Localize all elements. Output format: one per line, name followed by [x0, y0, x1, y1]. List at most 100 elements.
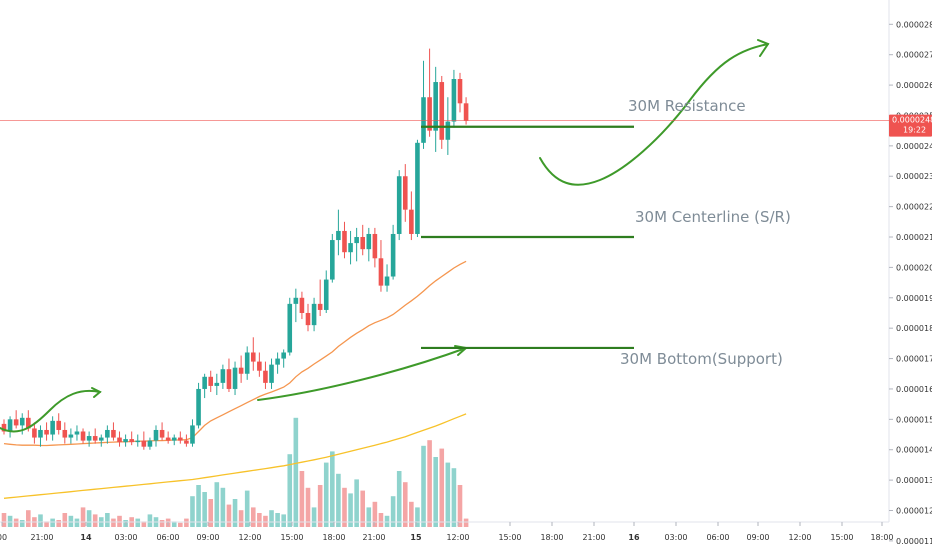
- price-tag-countdown: 19:22: [903, 126, 926, 135]
- candle-body: [348, 243, 353, 253]
- candle-body: [92, 436, 98, 441]
- candle-body: [105, 429, 110, 438]
- candle-body: [50, 420, 55, 435]
- volume-bar: [330, 451, 335, 527]
- candle-body: [13, 419, 19, 426]
- candle-body: [238, 367, 244, 374]
- candle-body: [147, 440, 153, 447]
- moving-averages: [3, 260, 467, 499]
- candle-body: [409, 209, 414, 234]
- candle-body: [342, 230, 347, 253]
- candle-body: [323, 279, 329, 310]
- projected-up-arrow-head: [757, 39, 770, 57]
- volume-bar: [378, 513, 384, 527]
- time-tick-label: 21:00: [362, 533, 385, 542]
- volume-bar: [293, 417, 299, 527]
- price-tick-label: 0.00001400: [896, 446, 932, 455]
- candle-body: [336, 230, 341, 241]
- candle-body: [360, 237, 366, 250]
- candle-body: [354, 237, 359, 244]
- candle-body: [317, 303, 323, 310]
- price-tick-label: 0.00002300: [896, 172, 932, 181]
- candle-body: [153, 429, 159, 441]
- price-tick-label: 0.00001600: [896, 385, 932, 394]
- price-tick-label: 0.00002600: [896, 81, 932, 90]
- volume-bar: [26, 510, 31, 527]
- candlesticks: [1, 48, 469, 450]
- candle-body: [190, 425, 195, 444]
- candle-body: [457, 79, 463, 104]
- volume-bar: [117, 515, 122, 527]
- volume-bar: [305, 487, 311, 527]
- candle-body: [178, 437, 183, 441]
- candle-body: [86, 436, 92, 441]
- price-axis[interactable]: 0.00001100 0.00001200 0.00001300 0.00001400…: [889, 20, 932, 546]
- small-up-arrow: [0, 390, 101, 433]
- volume-bar: [257, 513, 262, 527]
- candle-body: [372, 233, 378, 259]
- candle-body: [257, 361, 262, 371]
- volume-bar: [62, 513, 68, 527]
- candle-body: [184, 440, 189, 444]
- candle-body: [451, 79, 457, 122]
- volume-bar: [13, 518, 19, 527]
- volume-bar: [80, 507, 86, 527]
- time-tick-label: 00: [0, 533, 7, 542]
- volume-bar: [384, 515, 390, 527]
- price-tick-label: 0.00001900: [896, 294, 932, 303]
- time-tick-label: 15:00: [498, 533, 521, 542]
- volume-bar: [439, 448, 445, 527]
- volume-bar: [336, 473, 341, 527]
- time-tick-label: 16: [628, 533, 640, 542]
- candle-body: [427, 97, 432, 131]
- candle-body: [390, 233, 396, 277]
- volume-bar: [38, 514, 43, 527]
- candle-body: [226, 369, 232, 389]
- volume-bar: [202, 492, 207, 527]
- candle-body: [384, 276, 390, 286]
- candle-body: [299, 297, 305, 313]
- price-tag-value: 0.00002483: [892, 116, 932, 125]
- volume-bar: [56, 520, 62, 527]
- candle-body: [269, 364, 274, 383]
- candle-body: [26, 417, 31, 429]
- candle-body: [141, 440, 147, 447]
- candle-body: [44, 429, 49, 435]
- volume-bar: [281, 514, 286, 527]
- volume-bar: [451, 468, 457, 527]
- time-tick-label: 15:00: [830, 533, 853, 542]
- volume-bar: [184, 518, 189, 527]
- time-axis[interactable]: 00 21:00 14 03:00 06:00 09:00 12:00 15:00 18:00 2…: [0, 522, 894, 542]
- candle-body: [111, 429, 116, 438]
- volume-bar: [19, 520, 25, 527]
- time-tick-label: 09:00: [196, 533, 219, 542]
- volume-bar: [269, 510, 274, 527]
- candle-body: [244, 352, 250, 374]
- volume-bar: [311, 507, 317, 527]
- mid-up-arrow: [257, 347, 467, 401]
- volume-bar: [366, 507, 372, 527]
- volume-bar: [263, 515, 268, 527]
- candle-body: [214, 382, 220, 386]
- candle-body: [281, 352, 286, 359]
- candle-body: [415, 142, 420, 234]
- moving-average-fast: [3, 260, 467, 447]
- time-tick-label: 18:00: [540, 533, 563, 542]
- volume-bar: [409, 501, 414, 527]
- candle-body: [402, 176, 408, 210]
- price-tick-label: 0.00002800: [896, 20, 932, 29]
- volume-bar: [244, 490, 250, 527]
- volume-bar: [421, 445, 426, 527]
- price-tick-label: 0.00001100: [896, 537, 932, 546]
- volume-bar: [214, 482, 220, 527]
- candle-body: [1, 423, 7, 432]
- candle-body: [62, 429, 68, 438]
- volume-bar: [74, 518, 80, 527]
- time-tick-label: 06:00: [706, 533, 729, 542]
- candle-body: [165, 437, 171, 441]
- volume-bar: [44, 521, 49, 527]
- volume-bar: [7, 515, 13, 527]
- candle-body: [74, 431, 80, 435]
- candle-body: [433, 82, 438, 131]
